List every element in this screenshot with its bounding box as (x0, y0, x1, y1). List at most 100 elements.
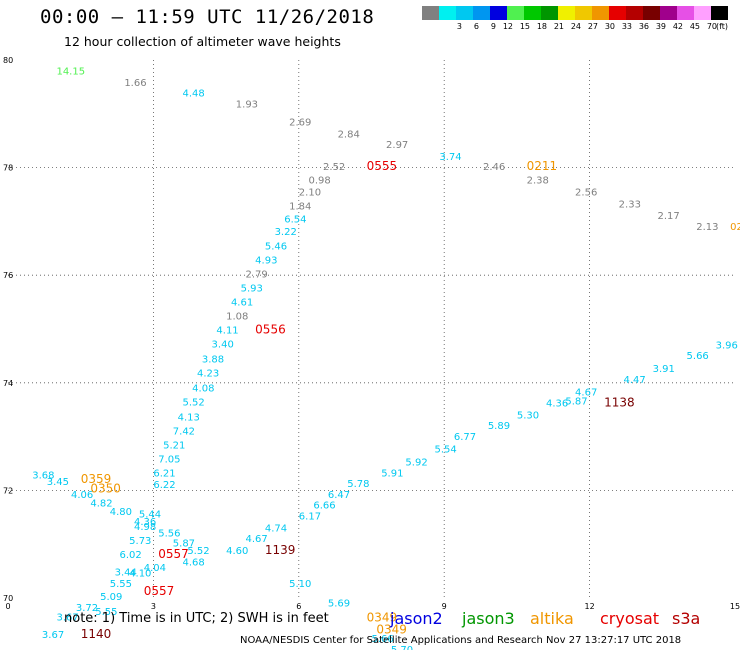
wave-height-label: 4.36 (134, 517, 156, 528)
wave-height-label: 0.98 (308, 176, 330, 187)
wave-height-label: 6.02 (119, 550, 141, 561)
wave-height-label: 1.84 (289, 202, 311, 213)
wave-height-label: 4.36 (546, 398, 568, 409)
wave-height-label: 5.66 (687, 351, 709, 362)
wave-height-label: 5.30 (517, 410, 539, 421)
legend-swatch: 24 (558, 6, 581, 31)
wave-height-label: 6.66 (313, 501, 335, 512)
wave-height-label: 6.21 (153, 468, 175, 479)
legend-swatch: 39 (643, 6, 666, 31)
wave-height-label: 4.48 (182, 89, 204, 100)
wave-height-label: 5.78 (347, 479, 369, 490)
wave-height-label: 5.92 (405, 458, 427, 469)
wave-height-label: 5.52 (182, 397, 204, 408)
legend-swatch: 36 (626, 6, 649, 31)
wave-height-label: 5.56 (158, 529, 180, 540)
wave-height-label: 5.89 (488, 421, 510, 432)
y-tick-label: 80 (3, 56, 13, 65)
wave-height-label: 7.05 (158, 454, 180, 465)
wave-height-label: 5.09 (100, 592, 122, 603)
pass-time-label: 0557 (144, 584, 175, 598)
wave-height-label: 2.84 (338, 129, 360, 140)
wave-height-label: 3.45 (47, 477, 69, 488)
wave-height-label: 4.47 (624, 375, 646, 386)
wave-height-label: 5.21 (163, 440, 185, 451)
legend-swatch-label: 12 (502, 22, 513, 31)
wave-height-label: 4.74 (265, 523, 287, 534)
wave-height-label: 5.87 (565, 396, 587, 407)
pass-time-label: 0350 (90, 482, 121, 496)
wave-height-label: 2.52 (323, 162, 345, 173)
page-subtitle: 12 hour collection of altimeter wave hei… (64, 34, 341, 49)
legend-swatch-label: 33 (621, 22, 632, 31)
pass-time-label: 0349 (376, 623, 407, 637)
legend-swatch-label: 39 (655, 22, 666, 31)
legend-swatch: 42 (660, 6, 683, 31)
wave-height-label: 2.10 (299, 188, 321, 199)
wave-height-label: 4.67 (245, 534, 267, 545)
pass-time-label: 0556 (255, 322, 286, 336)
legend-swatch-label: 3 (456, 22, 462, 31)
x-tick-label: 6 (296, 602, 301, 611)
legend-sat-jason3: jason3 (462, 609, 515, 628)
wave-height-label: 3.22 (275, 227, 297, 238)
credit-line: NOAA/NESDIS Center for Satellite Applica… (240, 635, 682, 646)
legend-sat-cryosat: cryosat (600, 609, 660, 628)
wave-height-label: 5.44 (139, 509, 161, 520)
wave-height-label: 3.40 (212, 339, 234, 350)
legend-swatch (711, 6, 728, 20)
wave-height-label: 4.08 (192, 383, 214, 394)
wave-height-label: 7.42 (173, 426, 195, 437)
page-title: 00:00 – 11:59 UTC 11/26/2018 (40, 6, 375, 28)
wave-height-label: 3.67 (42, 630, 64, 641)
legend-swatch-label: 70 (706, 22, 717, 31)
pass-time-label: 0211 (527, 159, 558, 173)
wave-height-label: 2.79 (245, 269, 267, 280)
legend-swatch-label: 18 (536, 22, 547, 31)
wave-height-label: 1.08 (226, 311, 248, 322)
wave-height-label: 4.06 (71, 490, 93, 501)
wave-height-label: 4.98 (134, 522, 156, 533)
x-tick-label: 0 (5, 602, 10, 611)
legend-swatch-label: 36 (638, 22, 649, 31)
legend-swatch: 33 (609, 6, 632, 31)
legend-swatch-label: 15 (519, 22, 530, 31)
y-tick-label: 70 (3, 594, 13, 603)
wave-height-label: 3.91 (653, 364, 675, 375)
wave-height-label: 4.80 (110, 507, 132, 518)
wave-height-label: 2.97 (386, 140, 408, 151)
y-tick-label: 78 (3, 164, 13, 173)
wave-height-label: 3.88 (202, 354, 224, 365)
wave-height-label: 14.15 (56, 67, 85, 78)
legend-swatch-label: 9 (490, 22, 496, 31)
wave-height-label: 1.66 (124, 78, 146, 89)
wave-height-label: 4.13 (178, 412, 200, 423)
wave-height-label: 021 (730, 222, 740, 233)
legend-swatch: 12 (490, 6, 513, 31)
wave-height-label: 2.33 (619, 199, 641, 210)
wave-height-label: 5.55 (95, 607, 117, 618)
y-tick-label: 74 (3, 379, 13, 388)
legend-swatch-label: 42 (672, 22, 683, 31)
legend-sat-s3a: s3a (672, 609, 701, 628)
legend-swatch: 3 (439, 6, 462, 31)
legend-swatch (422, 6, 439, 20)
wave-height-label: 4.61 (231, 297, 253, 308)
wave-height-label: 5.70 (391, 645, 413, 650)
wave-height-label: 4.67 (575, 388, 597, 399)
legend-swatch-label: 21 (553, 22, 564, 31)
y-tick-label: 72 (3, 486, 13, 495)
legend-swatch: 70 (694, 6, 717, 31)
legend-swatch: 45 (677, 6, 700, 31)
wave-height-label: 5.93 (241, 283, 263, 294)
legend-swatch: 27 (575, 6, 598, 31)
wave-height-label: 6.17 (299, 511, 321, 522)
pass-time-label: 0349 (367, 611, 398, 625)
legend-swatch: 6 (456, 6, 479, 31)
wave-height-label: 5.69 (328, 599, 350, 610)
legend-swatch: 9 (473, 6, 496, 31)
x-tick-label: 3 (151, 602, 156, 611)
pass-time-label: 1138 (604, 395, 635, 409)
pass-time-label: 0555 (367, 159, 398, 173)
